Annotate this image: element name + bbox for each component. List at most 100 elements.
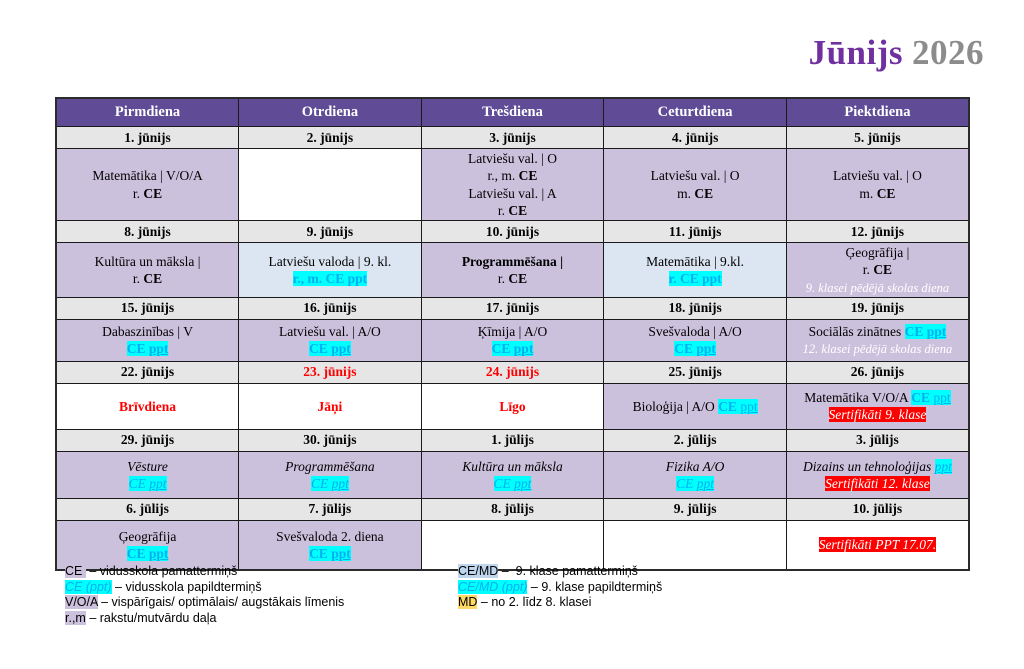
text-run: CE	[718, 398, 741, 414]
text-run: CE	[143, 270, 163, 286]
text-run: m.	[859, 185, 877, 201]
text-run: Latviešu val. | O	[650, 168, 740, 184]
cell-line: r. CE	[424, 202, 602, 219]
content-row: Vēsture CE ppt Programmēšana CE ppt Kultūra …	[55, 450, 970, 499]
calendar-cell: Dabaszinības | V CE ppt	[55, 318, 240, 362]
cell-line: CE ppt	[606, 340, 784, 357]
text-run: Latviešu val. | A/O	[279, 324, 381, 340]
date-cell: 2. jūnijs	[238, 126, 422, 149]
text-run: Dabaszinības | V	[102, 324, 194, 340]
cell-line: Kultūra un māksla |	[59, 253, 236, 270]
calendar-cell: Ģeogrāfija CE ppt	[55, 519, 240, 571]
text-run: r.,m	[65, 610, 86, 625]
cell-line: Brīvdiena	[59, 398, 236, 415]
calendar-cell: Matemātika | 9.kl. r. CE ppt	[603, 242, 787, 298]
cell-line: Matemātika | V/O/A	[59, 167, 236, 184]
text-run: CE/MD	[458, 564, 499, 578]
calendar-cell: Ķīmija | A/O CE ppt	[420, 318, 605, 362]
text-run: Matemātika | V/O/A	[92, 168, 203, 184]
cell-line: r., m. CE ppt	[241, 270, 419, 287]
cell-line: CE ppt	[241, 340, 419, 357]
cell-line: Dabaszinības | V	[59, 323, 236, 340]
cell-line: Ķīmija | A/O	[424, 323, 602, 340]
date-cell: 1. jūnijs	[55, 126, 240, 149]
text-run: CE	[126, 341, 149, 357]
calendar-cell: Kultūra un māksla CE ppt	[420, 450, 605, 499]
date-cell: 9. jūlijs	[603, 497, 787, 521]
text-run: Sociālās zinātnes	[808, 324, 905, 340]
text-run: ppt	[934, 458, 952, 474]
content-row: Dabaszinības | V CE ppt Latviešu val. | A/…	[55, 318, 970, 362]
text-run: r.	[862, 262, 874, 278]
date-cell: 29. jūnijs	[55, 428, 240, 452]
calendar-cell: Matemātika | V/O/A r. CE	[55, 147, 240, 222]
legend-item: r.,m – rakstu/mutvārdu daļa	[65, 610, 450, 627]
date-cell: 24. jūnijs	[420, 360, 605, 384]
text-run: Latviešu val. | O	[468, 151, 557, 166]
text-run: Ģeogrāfija |	[845, 245, 910, 261]
text-run: 9. klasei pēdējā skolas diena	[805, 280, 950, 295]
date-cell: 10. jūlijs	[785, 497, 970, 521]
date-row: 22. jūnijs 23. jūnijs 24. jūnijs 25. jūnijs…	[55, 360, 970, 384]
text-run: Programmēšana |	[461, 253, 564, 269]
text-run: – vidusskola papildtermiņš	[111, 579, 262, 594]
date-cell: 16. jūnijs	[238, 296, 422, 320]
date-cell: 7. jūlijs	[238, 497, 422, 521]
legend-item: MD – no 2. līdz 8. klasei	[458, 595, 838, 611]
date-cell: 4. jūnijs	[603, 126, 787, 149]
text-run: CE (ppt)	[65, 579, 112, 594]
legend-right: CE/MD – 9. klase pamattermiņš CE/MD (ppt)…	[458, 564, 838, 611]
text-run: – 9. klase papildtermiņš	[527, 579, 663, 594]
text-run: CE	[508, 202, 528, 218]
calendar-header: Pirmdiena Otrdiena Trešdiena Ceturtdiena Pie…	[55, 97, 970, 127]
calendar-cell: Bioloģija | A/O CE ppt	[603, 382, 787, 430]
text-run: ppt	[148, 341, 169, 357]
cell-line: r. CE	[59, 270, 236, 287]
cell-line: Programmēšana |	[424, 253, 602, 270]
text-run: ppt	[696, 341, 716, 357]
text-run: CE	[493, 475, 515, 491]
calendar-cell: Fizika A/O CE ppt	[603, 450, 787, 499]
cell-line: Latviešu val. | O	[424, 150, 602, 167]
text-run: CE	[128, 475, 150, 491]
text-run: ppt	[331, 341, 351, 357]
weekday-header-row: Pirmdiena Otrdiena Trešdiena Ceturtdiena Pie…	[55, 97, 970, 127]
legend-item: CE – vidusskola pamattermiņš	[65, 564, 450, 580]
text-run: Matemātika V/O/A	[804, 390, 912, 406]
date-row: 6. jūlijs 7. jūlijs 8. jūlijs 9. jūlijs 10. …	[55, 497, 970, 521]
cell-line: r., m. CE	[424, 167, 602, 184]
cell-line: Latviešu val. | A/O	[241, 323, 419, 340]
text-run: Līgo	[499, 398, 526, 414]
text-run: ppt	[740, 398, 758, 414]
cell-line: Svešvaloda 2. diena	[241, 528, 419, 545]
text-run: ppt	[514, 475, 532, 491]
cell-line: Bioloģija | A/O CE ppt	[606, 398, 784, 415]
text-run: CE	[309, 546, 332, 562]
date-row: 8. jūnijs 9. jūnijs 10. jūnijs 11. jūnijs 12…	[55, 220, 970, 244]
text-run: Kultūra un māksla |	[94, 253, 201, 269]
text-run: CE	[904, 324, 927, 340]
cell-line: Latviešu val. | O	[789, 167, 966, 184]
text-run: ppt	[933, 390, 951, 406]
cell-line: Vēsture	[59, 458, 236, 475]
text-run: Programmēšana	[285, 458, 375, 474]
text-run: Latviešu val. | O	[832, 168, 922, 184]
calendar-cell: Sertifikāti PPT 17.07.	[785, 519, 970, 571]
text-run: Ķīmija | A/O	[477, 324, 548, 340]
text-run: 12. klasei pēdējā skolas diena	[802, 342, 953, 357]
date-cell: 30. jūnijs	[238, 428, 422, 452]
calendar-cell: Latviešu valoda | 9. kl. r., m. CE ppt	[238, 242, 422, 298]
page-title: Jūnijs 2026	[809, 33, 984, 73]
text-run: Vēsture	[127, 458, 168, 474]
calendar-cell	[238, 147, 422, 222]
text-run: – vispārīgais/ optimālais/ augstākais lī…	[97, 595, 345, 609]
weekday-header-4: Piektdiena	[785, 97, 970, 127]
cell-line: CE ppt	[424, 340, 602, 357]
text-run: r. CE ppt	[668, 270, 722, 286]
cell-line: Latviešu val. | O	[606, 167, 784, 184]
cell-line: r. CE	[424, 270, 602, 287]
text-run: ppt	[149, 475, 167, 491]
calendar-cell: Brīvdiena	[55, 382, 240, 430]
